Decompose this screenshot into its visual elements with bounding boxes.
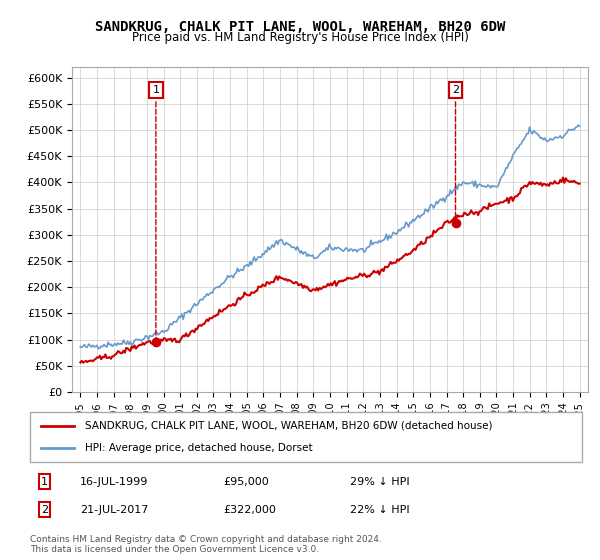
Text: £95,000: £95,000 <box>223 477 269 487</box>
Text: SANDKRUG, CHALK PIT LANE, WOOL, WAREHAM, BH20 6DW (detached house): SANDKRUG, CHALK PIT LANE, WOOL, WAREHAM,… <box>85 421 493 431</box>
Text: £322,000: £322,000 <box>223 505 276 515</box>
Text: 2: 2 <box>41 505 48 515</box>
Text: 1: 1 <box>41 477 48 487</box>
Text: 16-JUL-1999: 16-JUL-1999 <box>80 477 148 487</box>
Text: 22% ↓ HPI: 22% ↓ HPI <box>350 505 410 515</box>
Text: 21-JUL-2017: 21-JUL-2017 <box>80 505 148 515</box>
Text: 29% ↓ HPI: 29% ↓ HPI <box>350 477 410 487</box>
Text: HPI: Average price, detached house, Dorset: HPI: Average price, detached house, Dors… <box>85 443 313 453</box>
Text: Price paid vs. HM Land Registry's House Price Index (HPI): Price paid vs. HM Land Registry's House … <box>131 31 469 44</box>
Text: 2: 2 <box>452 85 459 221</box>
Text: Contains HM Land Registry data © Crown copyright and database right 2024.
This d: Contains HM Land Registry data © Crown c… <box>30 535 382 554</box>
Text: 1: 1 <box>152 85 160 339</box>
Text: SANDKRUG, CHALK PIT LANE, WOOL, WAREHAM, BH20 6DW: SANDKRUG, CHALK PIT LANE, WOOL, WAREHAM,… <box>95 20 505 34</box>
FancyBboxPatch shape <box>30 412 582 462</box>
